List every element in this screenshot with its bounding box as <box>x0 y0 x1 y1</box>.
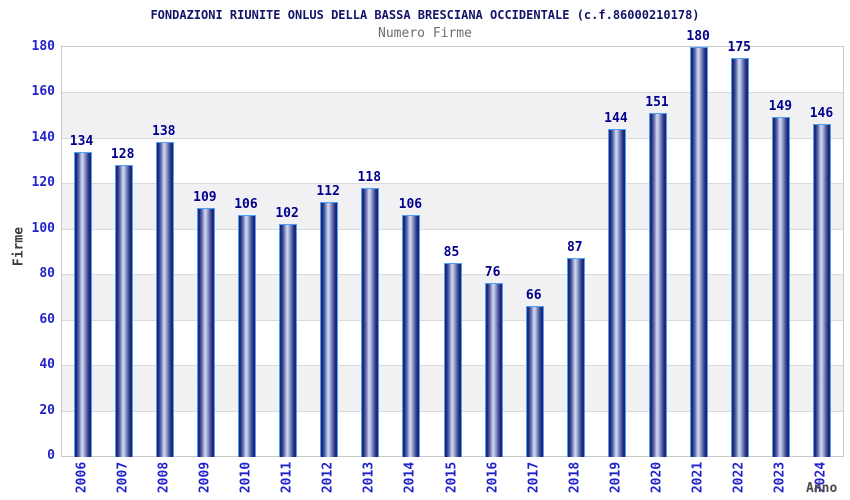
x-tick-label: 2019 <box>608 461 624 494</box>
plot-band <box>62 183 843 229</box>
x-tick-label: 2022 <box>731 461 747 494</box>
bar-value-label: 144 <box>604 110 628 126</box>
bar-2007 <box>114 165 133 457</box>
bar-2012 <box>320 201 339 457</box>
bar-2018 <box>566 258 585 457</box>
plot-area <box>61 46 844 457</box>
bar-2016 <box>484 283 503 457</box>
bar-2024 <box>813 124 832 457</box>
bar-2019 <box>607 128 626 457</box>
gridline <box>62 92 843 94</box>
bar-2020 <box>649 112 668 457</box>
bar-value-label: 102 <box>275 206 299 222</box>
x-tick-label: 2014 <box>402 461 418 494</box>
bar-value-label: 109 <box>193 190 217 206</box>
x-axis-title: Anno <box>806 481 838 496</box>
bar-value-label: 128 <box>110 147 135 163</box>
x-tick-label: 2010 <box>238 461 254 494</box>
x-tick-label: 2016 <box>485 461 501 494</box>
gridline <box>62 137 843 139</box>
bar-2006 <box>73 151 92 457</box>
bar-2009 <box>196 208 215 457</box>
bar-2017 <box>525 306 544 457</box>
x-tick-label: 2011 <box>279 461 295 494</box>
bar-2008 <box>155 142 174 457</box>
bar-2011 <box>279 224 298 457</box>
x-tick-label: 2009 <box>197 461 213 494</box>
y-tick-label: 20 <box>39 402 55 418</box>
x-tick-label: 2021 <box>690 461 706 494</box>
gridline <box>62 228 843 230</box>
gridline <box>62 183 843 185</box>
y-tick-label: 120 <box>31 175 55 191</box>
x-tick-label: 2008 <box>156 461 172 494</box>
bar-2015 <box>443 262 462 457</box>
x-tick-label: 2020 <box>649 461 665 494</box>
bar-value-label: 87 <box>566 240 583 256</box>
bar-2022 <box>731 58 750 457</box>
bar-value-label: 106 <box>234 197 258 213</box>
bar-2013 <box>361 187 380 457</box>
chart-subtitle: Numero Firme <box>378 26 472 41</box>
y-tick-label: 100 <box>31 220 55 236</box>
bar-value-label: 118 <box>357 169 382 185</box>
y-tick-label: 40 <box>39 357 55 373</box>
bar-value-label: 106 <box>398 197 423 213</box>
bar-2010 <box>237 215 256 457</box>
bar-value-label: 134 <box>69 133 94 149</box>
x-tick-label: 2017 <box>526 461 542 494</box>
x-tick-label: 2006 <box>74 461 90 494</box>
bar-value-label: 146 <box>809 106 834 122</box>
x-tick-label: 2018 <box>567 461 583 494</box>
x-tick-label: 2023 <box>772 461 788 494</box>
chart-title: FONDAZIONI RIUNITE ONLUS DELLA BASSA BRE… <box>150 8 700 22</box>
bar-value-label: 66 <box>525 288 542 304</box>
bar-2021 <box>690 47 709 457</box>
bar-value-label: 151 <box>645 94 669 110</box>
bar-2014 <box>402 215 421 457</box>
bar-2023 <box>772 117 791 457</box>
y-tick-label: 0 <box>47 448 55 463</box>
bar-value-label: 149 <box>768 99 793 115</box>
x-tick-label: 2015 <box>444 461 459 494</box>
bar-value-label: 138 <box>152 124 176 140</box>
bar-value-label: 180 <box>686 29 710 44</box>
x-tick-label: 2013 <box>361 461 377 494</box>
y-tick-label: 80 <box>39 266 55 282</box>
x-tick-label: 2012 <box>320 461 336 494</box>
y-tick-label: 140 <box>31 129 55 145</box>
plot-band <box>62 92 843 138</box>
y-tick-label: 160 <box>31 84 55 100</box>
bar-value-label: 85 <box>443 244 460 260</box>
y-tick-label: 60 <box>39 311 55 327</box>
y-tick-label: 180 <box>31 39 55 54</box>
bar-value-label: 112 <box>316 183 340 199</box>
bar-value-label: 175 <box>727 40 751 56</box>
bar-value-label: 76 <box>484 265 501 281</box>
x-tick-label: 2007 <box>115 461 131 494</box>
